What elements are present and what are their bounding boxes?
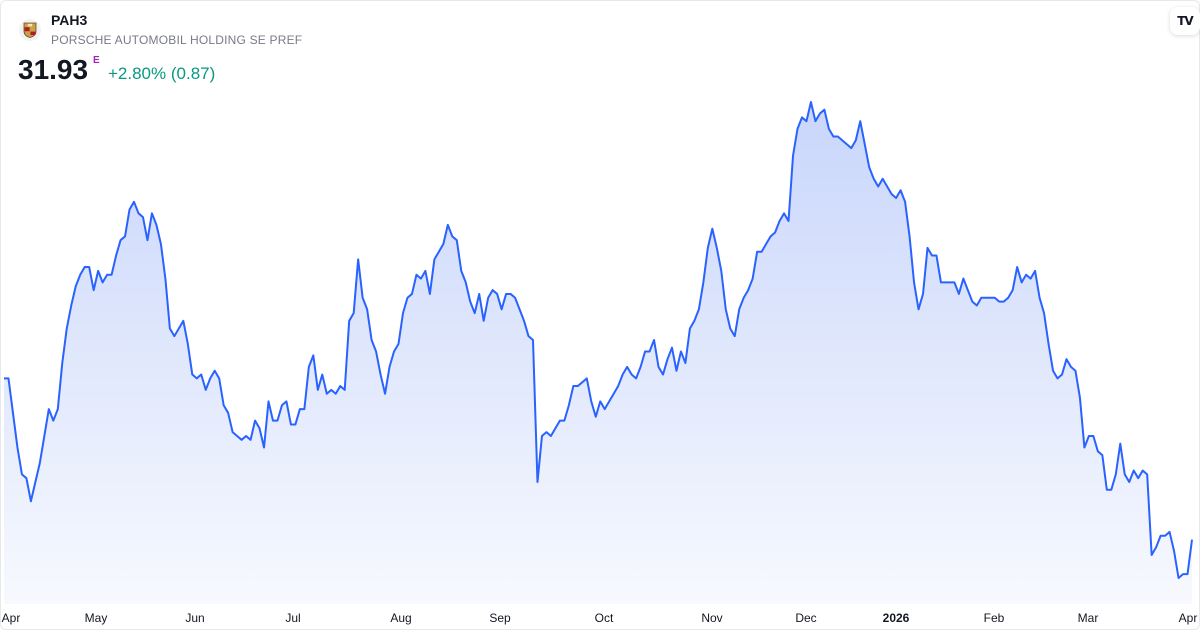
price-series-line	[4, 101, 1193, 579]
ticker-symbol: PAH3	[51, 12, 88, 28]
last-price: 31.93	[18, 54, 89, 85]
company-name: PORSCHE AUTOMOBIL HOLDING SE PREF	[51, 33, 303, 47]
porsche-crest-icon	[19, 19, 41, 41]
price-area-fill	[4, 102, 1192, 604]
price-change: +2.80% (0.87)	[108, 64, 216, 83]
x-tick-label: Jul	[285, 611, 300, 625]
price-flag: E	[93, 55, 100, 66]
x-tick-label: Sep	[489, 611, 511, 625]
x-tick-label: Feb	[984, 611, 1005, 625]
x-tick-label: Apr	[1179, 611, 1198, 625]
x-tick-label: Jun	[185, 611, 204, 625]
x-tick-label: Mar	[1078, 611, 1099, 625]
x-tick-label: Aug	[390, 611, 411, 625]
tradingview-logo-icon[interactable]: TV	[1170, 7, 1200, 35]
x-tick-label: Dec	[795, 611, 816, 625]
x-tick-label: Oct	[595, 611, 614, 625]
x-tick-label: Nov	[701, 611, 722, 625]
x-tick-label: 2026	[883, 611, 910, 625]
x-tick-label: May	[85, 611, 108, 625]
x-tick-label: Apr	[2, 611, 21, 625]
